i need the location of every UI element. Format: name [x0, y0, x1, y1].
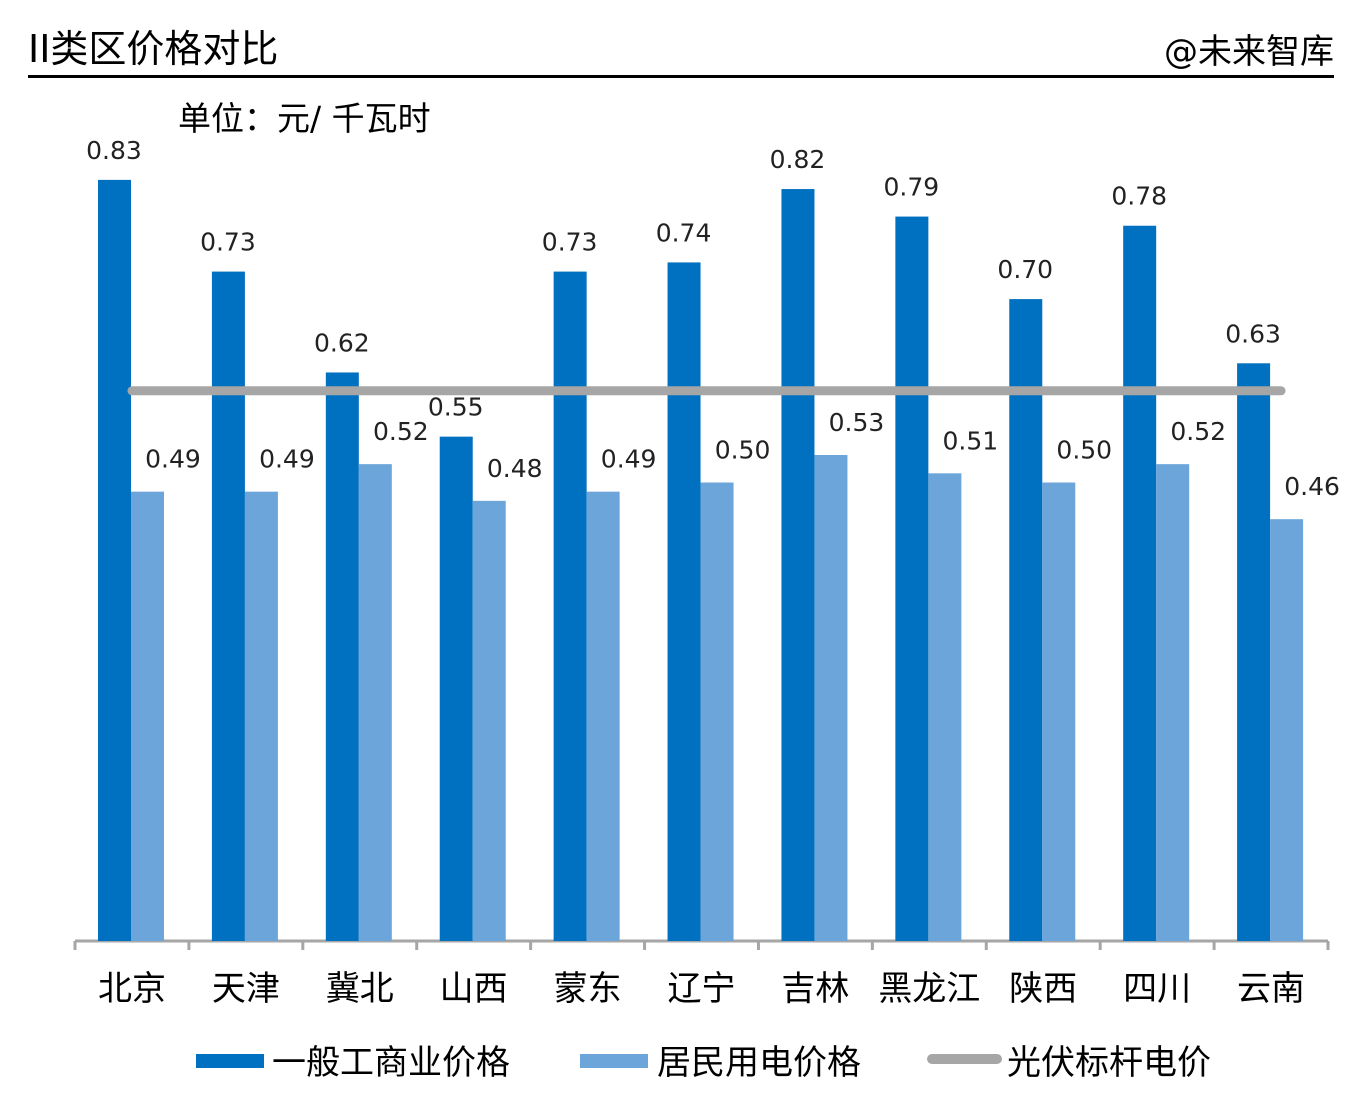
unit-label: 单位：元/ 千瓦时: [178, 99, 431, 138]
bar-residential: [472, 500, 506, 941]
data-label-residential: 0.52: [373, 417, 429, 446]
bar-commercial: [781, 189, 815, 941]
bar-commercial: [211, 271, 245, 942]
data-label-residential: 0.49: [145, 445, 201, 474]
data-label-residential: 0.49: [601, 445, 657, 474]
bar-commercial: [895, 216, 929, 941]
title-divider: [28, 75, 1334, 78]
x-tick-label: 黑龙江: [878, 969, 980, 1009]
data-label-residential: 0.50: [1056, 436, 1112, 465]
data-label-commercial: 0.63: [1225, 319, 1281, 348]
watermark: @未来智库: [1164, 32, 1334, 72]
data-label-residential: 0.48: [487, 454, 543, 483]
bar-commercial: [553, 271, 587, 942]
x-tick-label: 吉林: [781, 969, 849, 1009]
data-label-commercial: 0.55: [428, 393, 484, 422]
bar-commercial: [667, 262, 701, 941]
chart-title: II类区价格对比: [28, 27, 279, 71]
x-tick-label: 蒙东: [554, 969, 622, 1009]
data-label-commercial: 0.83: [86, 136, 142, 165]
x-tick-label: 云南: [1237, 969, 1305, 1009]
bar-commercial: [1237, 363, 1271, 941]
x-tick-label: 山西: [440, 969, 508, 1009]
bar-residential: [358, 464, 392, 941]
data-label-residential: 0.51: [943, 426, 999, 455]
bar-residential: [131, 491, 164, 941]
x-tick-label: 天津: [212, 969, 280, 1009]
legend-label-commercial: 一般工商业价格: [272, 1043, 510, 1083]
data-label-residential: 0.46: [1284, 472, 1340, 501]
data-label-residential: 0.50: [715, 436, 771, 465]
x-tick-label: 陕西: [1009, 969, 1077, 1009]
bar-commercial: [1009, 299, 1043, 942]
bar-residential: [244, 491, 278, 941]
bar-residential: [814, 454, 848, 941]
bar-residential: [928, 473, 962, 941]
legend-label-residential: 居民用电价格: [657, 1043, 861, 1083]
legend-swatch-residential: [580, 1054, 648, 1068]
data-label-commercial: 0.73: [200, 228, 256, 257]
data-label-commercial: 0.79: [884, 173, 940, 202]
bar-commercial: [1123, 225, 1157, 942]
data-label-commercial: 0.62: [314, 328, 370, 357]
bar-residential: [1042, 482, 1076, 941]
data-label-commercial: 0.78: [1111, 182, 1167, 211]
legend-swatch-commercial: [196, 1054, 264, 1068]
bar-residential: [1270, 519, 1304, 941]
bar-residential: [1156, 464, 1190, 941]
bar-residential: [586, 491, 620, 941]
x-tick-label: 辽宁: [668, 969, 736, 1009]
data-label-commercial: 0.82: [770, 145, 826, 174]
data-label-commercial: 0.74: [656, 218, 712, 247]
x-tick-label: 冀北: [326, 969, 394, 1009]
data-label-residential: 0.53: [829, 408, 885, 437]
data-label-residential: 0.52: [1170, 417, 1226, 446]
legend-label-benchmark: 光伏标杆电价: [1007, 1043, 1211, 1083]
data-label-commercial: 0.73: [542, 228, 598, 257]
x-tick-label: 北京: [98, 969, 166, 1009]
data-label-commercial: 0.70: [997, 255, 1053, 284]
bar-commercial: [439, 436, 473, 941]
data-label-residential: 0.49: [259, 445, 315, 474]
x-tick-label: 四川: [1123, 969, 1191, 1009]
bar-residential: [700, 482, 734, 941]
bar-commercial: [98, 179, 131, 941]
bar-commercial: [325, 372, 359, 942]
